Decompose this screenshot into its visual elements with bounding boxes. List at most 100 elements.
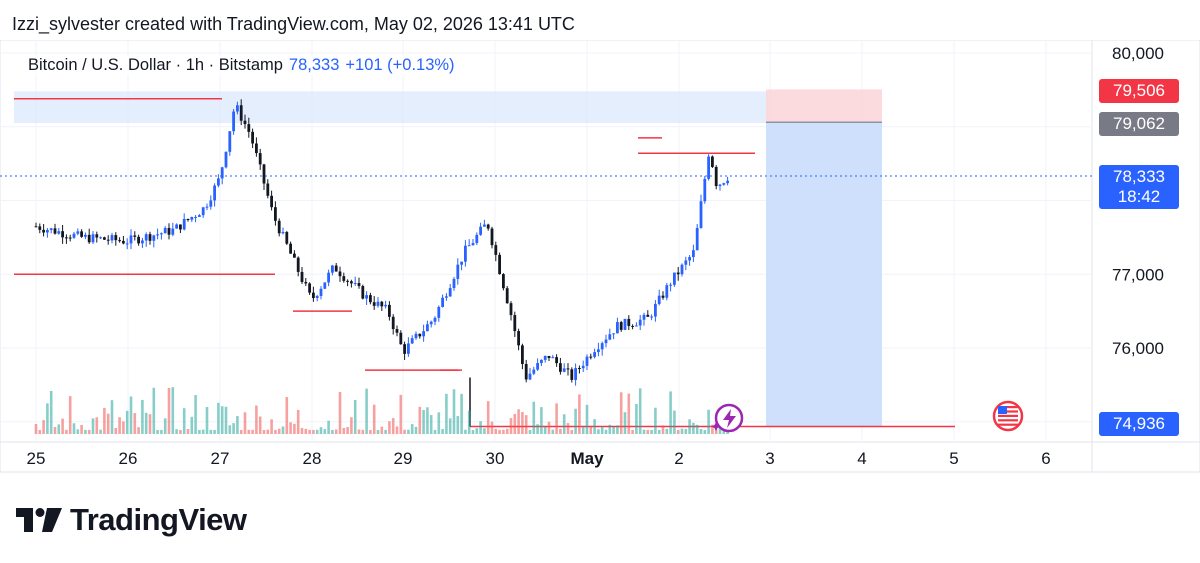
- chart-area[interactable]: 80,000 77,000 76,000 25 26 27 28 29 30 May 2 3 4 5 6: [0, 39, 1200, 476]
- volume-bar: [141, 399, 144, 434]
- volume-bar: [319, 427, 323, 434]
- candle-body: [239, 105, 243, 121]
- axes: 80,000 77,000 76,000 25 26 27 28 29 30 May 2 3 4 5 6: [27, 44, 1164, 468]
- candle-body: [540, 359, 543, 364]
- candle-body: [34, 226, 38, 228]
- candle-body: [422, 331, 425, 337]
- candle-body: [600, 343, 604, 350]
- volume-bar: [118, 417, 121, 434]
- candle-body: [209, 200, 213, 207]
- volume-bar: [293, 423, 296, 434]
- volume-bar: [494, 428, 498, 434]
- volume-bar: [331, 430, 334, 434]
- candle-body: [597, 349, 600, 353]
- volume-bar: [585, 404, 589, 434]
- candle-body: [627, 318, 631, 326]
- candle-body: [262, 164, 266, 184]
- volume-bar: [665, 428, 669, 434]
- volume-bar: [714, 429, 718, 434]
- volume-bar: [464, 429, 467, 434]
- candle-body: [369, 295, 372, 303]
- candle-body: [361, 286, 365, 299]
- symbol-legend[interactable]: Bitcoin / U.S. Dollar · 1h · Bitstamp 78,…: [26, 56, 457, 75]
- volume-bar: [388, 421, 391, 434]
- candle-body: [460, 261, 463, 265]
- volume-bar: [201, 429, 205, 434]
- candle-body: [376, 301, 380, 306]
- volume-bar: [296, 409, 300, 434]
- candle-body: [695, 227, 699, 251]
- x-tick-label: 25: [27, 449, 46, 468]
- candle-body: [650, 316, 653, 318]
- volume-bar: [627, 393, 631, 434]
- x-tick-label: 27: [211, 449, 230, 468]
- volume-bar: [479, 421, 482, 434]
- candle-body: [384, 304, 387, 307]
- volume-bar: [236, 416, 239, 434]
- volume-bar: [144, 412, 148, 434]
- candle-body: [319, 288, 323, 296]
- candle-body: [201, 207, 205, 216]
- candle-countdown: 18:42: [1117, 187, 1161, 206]
- candle-body: [471, 243, 475, 246]
- candle-body: [274, 207, 277, 221]
- candle-body: [528, 373, 532, 380]
- volume-bar: [217, 402, 220, 434]
- volume-bar: [232, 423, 235, 434]
- volume-bar: [68, 396, 72, 434]
- volume-bar: [441, 429, 444, 434]
- candle-body: [171, 228, 175, 235]
- candle-body: [160, 233, 163, 235]
- volume-bar: [467, 410, 471, 434]
- y-tick-label: 80,000: [1112, 44, 1164, 63]
- flag-stripe: [998, 406, 1018, 409]
- volume-bar: [114, 427, 118, 434]
- volume-bar: [551, 429, 555, 434]
- candle-body: [714, 166, 718, 187]
- candle-body: [122, 240, 125, 244]
- volume-bar: [103, 407, 106, 434]
- candle-body: [646, 314, 650, 317]
- volume-bar: [361, 429, 365, 434]
- volume-bar: [281, 426, 285, 434]
- candle-body: [236, 105, 239, 112]
- volume-bar: [156, 430, 159, 434]
- price-chart[interactable]: 80,000 77,000 76,000 25 26 27 28 29 30 May 2 3 4 5 6: [0, 39, 1200, 476]
- candle-body: [277, 220, 281, 234]
- candle-body: [42, 229, 45, 233]
- tradingview-logo[interactable]: TradingView: [16, 502, 247, 538]
- candle-body: [513, 315, 517, 332]
- candle-body: [399, 332, 403, 345]
- volume-bar: [80, 424, 83, 434]
- candle-body: [323, 282, 327, 289]
- candle-body: [547, 355, 551, 359]
- volume-bar: [414, 426, 418, 434]
- candle-body: [194, 216, 197, 218]
- volume-bar: [486, 401, 490, 434]
- volume-bar: [285, 397, 289, 434]
- candle-body: [53, 228, 57, 234]
- candle-body: [395, 329, 399, 333]
- volume-bar: [163, 418, 167, 434]
- candle-body: [175, 224, 178, 229]
- volume-bar: [95, 417, 99, 434]
- candle-body: [505, 288, 509, 304]
- flag-stripe: [998, 414, 1018, 417]
- volume-bar: [160, 429, 163, 434]
- tradingview-logo-icon: [16, 508, 62, 532]
- candle-body: [612, 333, 615, 335]
- volume-bar: [502, 429, 505, 434]
- candle-body: [281, 232, 285, 234]
- volume-bar: [65, 429, 68, 434]
- candle-body: [665, 285, 669, 298]
- volume-bar: [570, 429, 574, 434]
- candle-body: [616, 322, 619, 334]
- candle-body: [125, 243, 129, 245]
- volume-bar: [703, 429, 707, 434]
- bottom-price-tag: 74,936: [1099, 412, 1179, 436]
- overlay: [711, 400, 1024, 433]
- volume-bar: [152, 387, 156, 434]
- candle-body: [532, 369, 536, 374]
- volume-bar: [638, 388, 642, 434]
- sparkle: [711, 422, 721, 431]
